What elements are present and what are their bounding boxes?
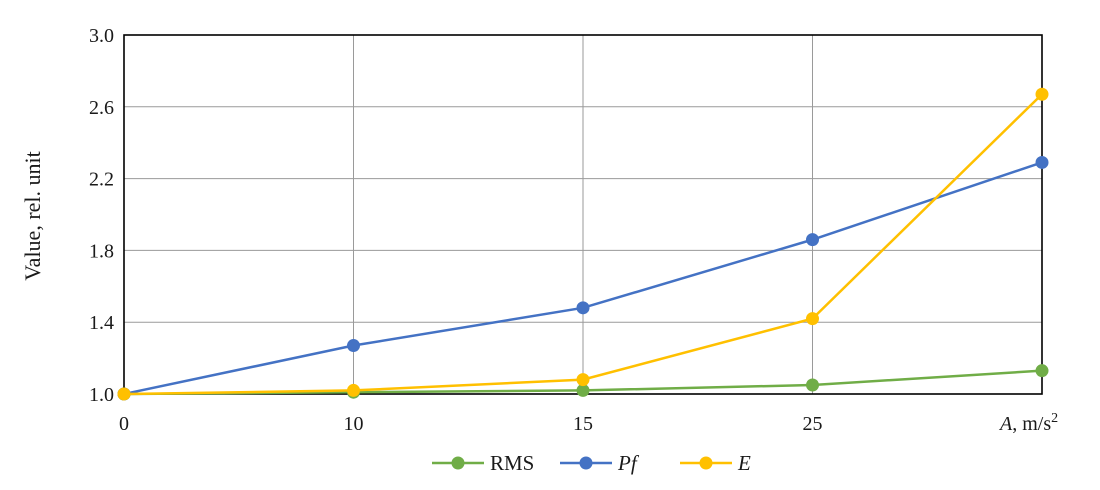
data-point xyxy=(347,339,360,353)
data-point xyxy=(347,383,360,397)
y-tick-label: 1.4 xyxy=(89,312,114,334)
data-point xyxy=(806,233,819,247)
legend-item-rms: RMS xyxy=(432,451,534,475)
y-axis-title: Value, rel. unit xyxy=(20,151,45,281)
series-group xyxy=(117,87,1049,401)
legend-marker xyxy=(579,456,593,470)
y-tick-label: 1.8 xyxy=(89,240,114,262)
legend-label: Pf xyxy=(617,451,640,475)
grid-lines xyxy=(124,34,1042,395)
data-point xyxy=(1035,155,1049,169)
data-point xyxy=(1035,87,1049,101)
x-axis-symbol: A xyxy=(998,413,1013,435)
legend-marker xyxy=(451,456,465,470)
data-point xyxy=(576,373,590,387)
data-point xyxy=(1035,364,1049,378)
x-tick-label: 25 xyxy=(803,413,823,435)
legend: RMS Pf E xyxy=(432,451,751,475)
legend-item-e: E xyxy=(680,451,751,475)
y-tick-label: 1.0 xyxy=(89,384,114,406)
data-point xyxy=(576,301,590,315)
y-tick-label: 2.2 xyxy=(89,169,114,191)
x-axis-unit: , m/s xyxy=(1012,413,1051,435)
legend-label: RMS xyxy=(490,451,534,475)
legend-label: E xyxy=(737,451,751,475)
x-axis-title: A, m/s2 xyxy=(998,411,1058,435)
legend-marker xyxy=(699,456,713,470)
x-tick-label: 0 xyxy=(119,413,129,435)
legend-item-pf: Pf xyxy=(560,451,640,475)
y-tick-label: 3.0 xyxy=(89,25,114,47)
x-axis-ticks: 0 10 15 25 xyxy=(119,413,823,435)
x-axis-unit-exponent: 2 xyxy=(1051,411,1058,426)
x-tick-label: 10 xyxy=(344,413,364,435)
data-point xyxy=(806,378,819,392)
data-point xyxy=(576,383,590,397)
series-e xyxy=(117,87,1049,401)
y-axis-ticks: 1.0 1.4 1.8 2.2 2.6 3.0 xyxy=(89,25,114,406)
data-point xyxy=(806,312,819,326)
x-tick-label: 15 xyxy=(573,413,593,435)
y-tick-label: 2.6 xyxy=(89,97,114,119)
data-point xyxy=(117,387,131,401)
